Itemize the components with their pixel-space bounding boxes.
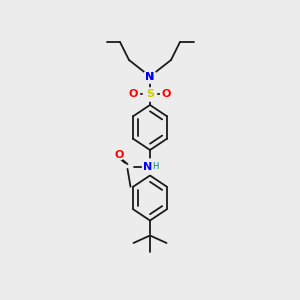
Circle shape [143, 88, 157, 101]
Circle shape [160, 88, 172, 101]
Circle shape [142, 159, 158, 174]
Circle shape [128, 88, 140, 101]
Text: S: S [146, 89, 154, 100]
Text: O: O [129, 89, 138, 100]
Circle shape [114, 149, 124, 160]
Text: O: O [114, 149, 124, 160]
Text: H: H [152, 162, 159, 171]
Text: N: N [146, 71, 154, 82]
Text: N: N [143, 161, 152, 172]
Text: N: N [146, 71, 154, 82]
Circle shape [143, 70, 157, 83]
Text: O: O [162, 89, 171, 100]
